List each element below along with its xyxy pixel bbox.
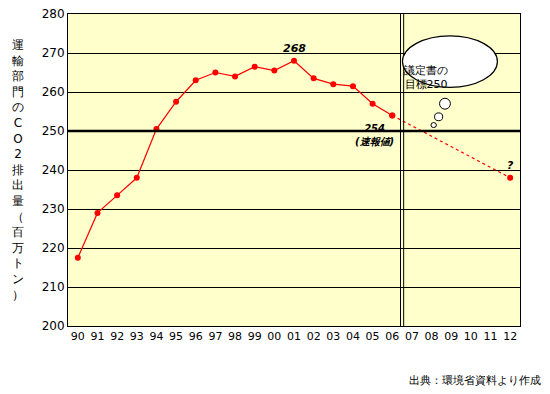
svg-text:出典：環境省資料より作成: 出典：環境省資料より作成 [409,374,541,387]
svg-text:?: ? [507,159,514,172]
svg-text:91: 91 [90,330,104,343]
svg-text:268: 268 [283,42,306,55]
svg-text:03: 03 [326,330,340,343]
svg-text:96: 96 [189,330,203,343]
svg-text:200: 200 [42,319,65,333]
svg-text:270: 270 [42,46,65,60]
svg-text:250: 250 [42,124,65,138]
svg-text:92: 92 [110,330,124,343]
svg-text:議定書の目標250: 議定書の目標250 [404,64,448,91]
svg-text:04: 04 [346,330,360,343]
svg-text:97: 97 [208,330,222,343]
svg-text:99: 99 [248,330,262,343]
svg-text:05: 05 [366,330,380,343]
svg-text:240: 240 [42,163,65,177]
svg-text:運輸部門のCO2排出量（百万トン）: 運輸部門のCO2排出量（百万トン） [12,38,24,302]
svg-text:01: 01 [287,330,301,343]
svg-text:93: 93 [130,330,144,343]
svg-text:07: 07 [405,330,419,343]
svg-text:11: 11 [484,330,498,343]
svg-text:230: 230 [42,202,65,216]
svg-text:09: 09 [444,330,458,343]
svg-text:90: 90 [71,330,85,343]
svg-text:260: 260 [42,85,65,99]
svg-text:220: 220 [42,241,65,255]
svg-text:00: 00 [267,330,281,343]
svg-text:10: 10 [464,330,478,343]
svg-text:98: 98 [228,330,242,343]
svg-text:08: 08 [425,330,439,343]
svg-text:94: 94 [149,330,163,343]
svg-text:210: 210 [42,280,65,294]
svg-text:02: 02 [307,330,321,343]
svg-text:280: 280 [42,7,65,21]
svg-text:254(速報値): 254(速報値) [355,123,394,147]
svg-text:95: 95 [169,330,183,343]
svg-text:06: 06 [385,330,399,343]
svg-text:12: 12 [503,330,517,343]
